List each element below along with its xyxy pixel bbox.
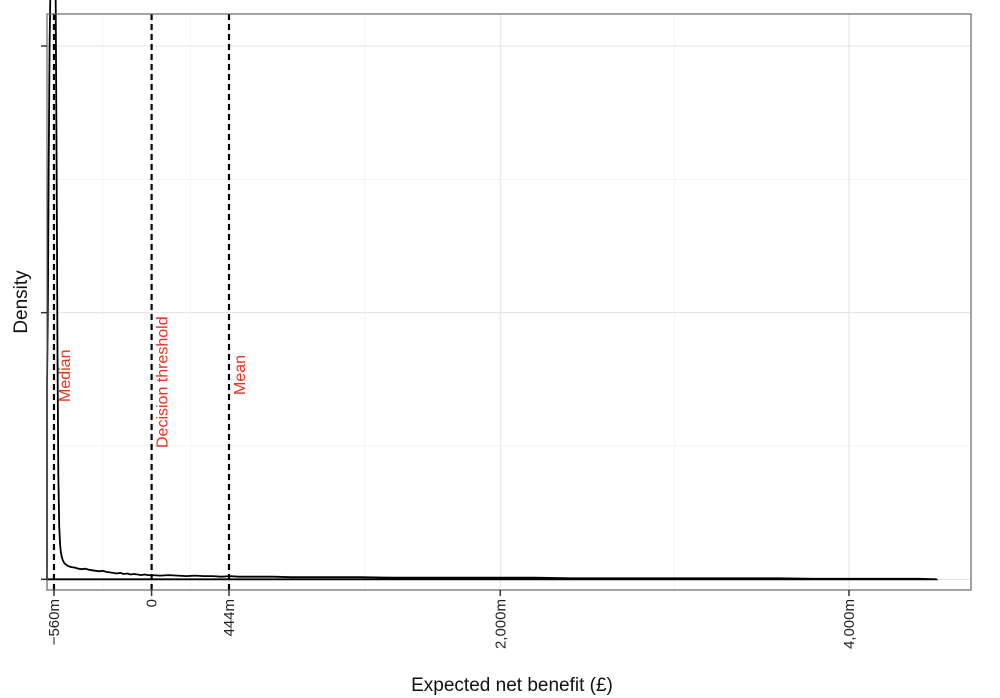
x-tick-label: 0: [144, 599, 161, 607]
gridlines: [47, 14, 971, 590]
annotation-label: Decision threshold: [155, 316, 172, 448]
y-axis-title: Density: [11, 270, 32, 334]
x-axis-title: Expected net benefit (£): [411, 675, 613, 696]
x-tick-label: 444m: [221, 599, 238, 637]
density-curve: [46, 0, 939, 581]
plot-panel-border: [46, 13, 972, 591]
x-tick-label: 4,000m: [841, 599, 858, 649]
x-tick-label: −560m: [46, 599, 63, 645]
annotation-label: Median: [57, 350, 74, 402]
annotations: Median Decision threshold Mean: [57, 316, 249, 448]
annotation-label: Mean: [232, 355, 249, 395]
x-tick-label: 2,000m: [492, 599, 509, 649]
y-axis-ticks: [41, 45, 47, 581]
x-axis-ticks: −560m 0 444m 2,000m 4,000m: [46, 590, 858, 649]
reference-lines: [52, 14, 231, 590]
